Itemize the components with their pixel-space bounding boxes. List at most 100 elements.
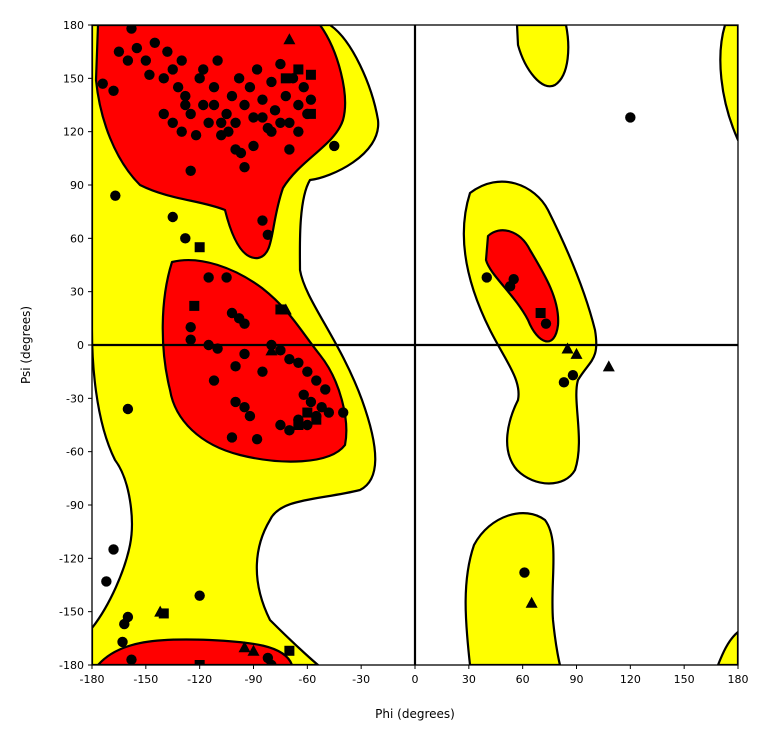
data-point-square <box>280 73 291 84</box>
data-point-circle <box>176 126 187 137</box>
data-point-circle <box>251 434 263 445</box>
data-point-triangle <box>283 33 296 45</box>
data-point-circle <box>226 307 238 319</box>
data-point-circle <box>266 76 277 88</box>
y-tick-label: -180 <box>59 659 84 672</box>
data-point-circle <box>180 233 191 244</box>
allowed-region-right-edge-bottom <box>716 630 738 665</box>
data-point-circle <box>140 55 152 66</box>
data-point-circle <box>275 419 286 431</box>
data-point-square <box>275 304 286 315</box>
data-point-circle <box>239 402 250 413</box>
x-axis-label: Phi (degrees) <box>375 707 455 721</box>
x-tick-label: 30 <box>462 673 476 686</box>
data-point-triangle <box>247 644 260 656</box>
data-point-circle <box>167 117 178 128</box>
y-tick-label: -30 <box>66 392 84 405</box>
data-point-circle <box>185 108 196 120</box>
x-tick-label: -150 <box>133 673 158 686</box>
x-tick-label: 180 <box>728 673 749 686</box>
region-contours <box>92 25 738 665</box>
data-point-circle <box>221 272 232 283</box>
data-point-circle <box>185 322 196 333</box>
data-point-circle <box>508 274 519 285</box>
data-point-square <box>293 64 304 75</box>
data-point-square <box>302 407 313 418</box>
data-point-circle <box>284 144 295 155</box>
data-point-circle <box>180 90 191 102</box>
data-point-circle <box>293 99 304 111</box>
data-point-circle <box>198 64 209 75</box>
data-point-circle <box>194 590 205 601</box>
data-point-circle <box>248 140 259 152</box>
data-point-triangle <box>238 641 251 653</box>
data-point-circle <box>226 90 238 102</box>
data-point-triangle <box>265 344 278 356</box>
data-point-square <box>535 308 546 318</box>
data-point-circle <box>302 366 313 377</box>
data-point-circle <box>266 659 277 665</box>
data-point-circle <box>280 90 291 102</box>
data-point-circle <box>293 357 304 368</box>
x-tick-label: -90 <box>245 673 263 686</box>
data-point-circle <box>221 108 232 120</box>
y-tick-label: 180 <box>63 19 84 32</box>
data-point-circle <box>216 117 227 128</box>
data-point-circle <box>126 654 137 665</box>
data-point-circle <box>316 402 327 413</box>
data-point-circle <box>257 366 268 377</box>
data-point-square <box>284 645 295 656</box>
data-point-circle <box>97 78 108 89</box>
data-point-circle <box>126 25 137 34</box>
x-tick-label: 150 <box>674 673 695 686</box>
data-point-circle <box>233 73 245 84</box>
data-point-square <box>305 69 316 80</box>
data-point-circle <box>198 99 209 111</box>
data-point-circle <box>230 396 241 408</box>
data-point-circle <box>275 345 286 356</box>
x-axis: -180 -150 -120 -90 -60 -30 0 30 60 90 120 150 180 <box>80 665 749 686</box>
y-axis-label: Psi (degrees) <box>19 306 33 384</box>
x-tick-label: 120 <box>620 673 641 686</box>
data-point-circle <box>257 215 268 226</box>
x-tick-label: -120 <box>187 673 212 686</box>
data-point-circle <box>284 425 295 436</box>
data-point-circle <box>239 99 250 111</box>
data-point-circle <box>176 55 187 66</box>
data-point-circle <box>302 419 313 431</box>
data-point-square <box>311 414 322 425</box>
data-point-circle <box>239 348 250 360</box>
x-tick-label: -60 <box>298 673 316 686</box>
data-point-triangle <box>561 342 574 354</box>
data-point-square <box>194 660 205 665</box>
data-point-circle <box>180 99 191 111</box>
data-point-circle <box>190 130 202 141</box>
data-point-circle <box>208 375 220 386</box>
data-point-circle <box>167 211 178 223</box>
y-tick-label: 90 <box>70 179 84 192</box>
data-point-circle <box>248 112 259 123</box>
data-point-triangle <box>279 303 292 315</box>
data-point-circle <box>305 94 317 105</box>
data-point-circle <box>251 64 263 75</box>
data-point-circle <box>625 112 636 123</box>
data-point-circle <box>212 343 223 354</box>
x-tick-label: 90 <box>570 673 584 686</box>
data-point-circle <box>320 384 331 395</box>
data-point-circle <box>208 82 220 93</box>
x-tick-label: 60 <box>516 673 530 686</box>
allowed-region-right-edge-top <box>719 25 738 142</box>
y-tick-label: -120 <box>59 552 84 565</box>
data-point-circle <box>338 407 349 418</box>
data-point-circle <box>185 334 196 345</box>
data-point-circle <box>101 576 112 587</box>
data-point-triangle <box>602 360 615 372</box>
data-point-circle <box>323 407 335 418</box>
data-point-circle <box>113 46 125 57</box>
data-point-circle <box>257 94 268 105</box>
allowed-region-right-bottom <box>464 512 562 665</box>
data-point-circle <box>567 370 579 381</box>
data-point-circle <box>244 82 256 93</box>
y-tick-label: 150 <box>63 72 84 85</box>
data-point-square <box>194 242 205 253</box>
